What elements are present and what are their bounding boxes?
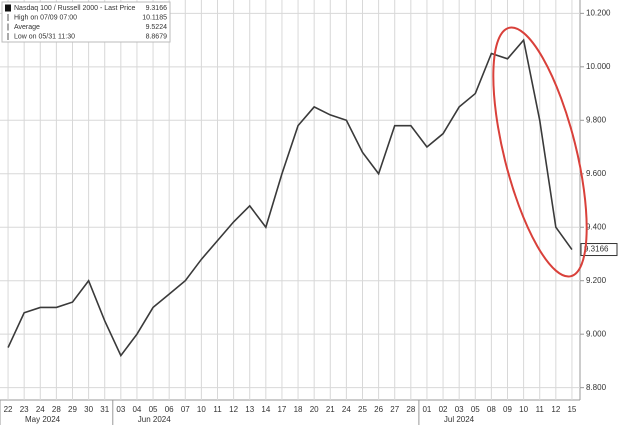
legend: Nasdaq 100 / Russell 2000 - Last Price 9.… [1, 1, 171, 43]
x-tick-label: 17 [277, 405, 286, 414]
x-tick-label: 21 [326, 405, 335, 414]
marks: 9.3166 [7, 38, 618, 358]
x-tick-label: 10 [197, 405, 206, 414]
legend-value: 8.8679 [146, 33, 168, 40]
x-tick-label: 25 [358, 405, 367, 414]
month-label: May 2024 [25, 415, 61, 424]
x-tick-label: 05 [149, 405, 158, 414]
x-tick-label: 13 [245, 405, 254, 414]
x-tick-label: 04 [132, 405, 141, 414]
x-tick-label: 02 [439, 405, 448, 414]
legend-box [1, 1, 171, 43]
highlight-ellipse [492, 26, 588, 278]
legend-value: 10.1185 [142, 14, 167, 21]
y-tick-label: 9.200 [586, 276, 607, 285]
x-tick-label: 07 [181, 405, 190, 414]
x-tick-label: 24 [36, 405, 45, 414]
y-tick-label: 10.000 [586, 62, 611, 71]
x-tick-label: 08 [487, 405, 496, 414]
x-tick-label: 12 [229, 405, 238, 414]
legend-swatch [5, 4, 11, 12]
x-tick-label: 10 [519, 405, 528, 414]
price-line [7, 38, 573, 358]
x-tick-label: 26 [374, 405, 383, 414]
last-price-box [580, 243, 618, 257]
legend-label: Low on 05/31 11:30 [14, 33, 75, 40]
x-tick-label: 28 [406, 405, 415, 414]
x-tick-label: 11 [536, 405, 545, 414]
x-tick-label: 15 [567, 405, 576, 414]
x-tick-label: 30 [84, 405, 93, 414]
y-tick-label: 9.600 [586, 169, 607, 178]
legend-label: Nasdaq 100 / Russell 2000 - Last Price [14, 5, 136, 12]
y-tick-label: 9.000 [586, 329, 607, 338]
x-tick-label: 24 [342, 405, 351, 414]
x-tick-label: 09 [503, 405, 512, 414]
legend-label: High on 07/09 07:00 [14, 14, 77, 21]
month-label: Jul 2024 [444, 415, 475, 424]
legend-label: Average [14, 24, 40, 31]
x-tick-label: 29 [68, 405, 77, 414]
x-tick-label: 05 [471, 405, 480, 414]
y-tick-label: 10.200 [586, 8, 611, 17]
x-tick-label: 18 [294, 405, 303, 414]
x-tick-label: 12 [551, 405, 560, 414]
x-tick-label: 28 [52, 405, 61, 414]
legend-value: 9.3166 [146, 5, 168, 12]
x-tick-label: 03 [455, 405, 464, 414]
x-tick-label: 22 [4, 405, 13, 414]
x-tick-label: 03 [116, 405, 125, 414]
x-tick-label: 01 [422, 405, 431, 414]
x-tick-label: 11 [213, 405, 222, 414]
last-price-label: 9.3166 [584, 245, 609, 254]
x-tick-label: 06 [165, 405, 174, 414]
y-tick-label: 9.400 [586, 222, 607, 231]
y-tick-label: 8.800 [586, 383, 607, 392]
x-tick-label: 31 [100, 405, 109, 414]
x-tick-label: 27 [390, 405, 399, 414]
legend-value: 9.5224 [146, 24, 168, 31]
month-label: Jun 2024 [138, 415, 171, 424]
y-tick-label: 9.800 [586, 115, 607, 124]
x-tick-label: 23 [20, 405, 29, 414]
x-tick-label: 20 [310, 405, 319, 414]
x-tick-label: 14 [261, 405, 270, 414]
